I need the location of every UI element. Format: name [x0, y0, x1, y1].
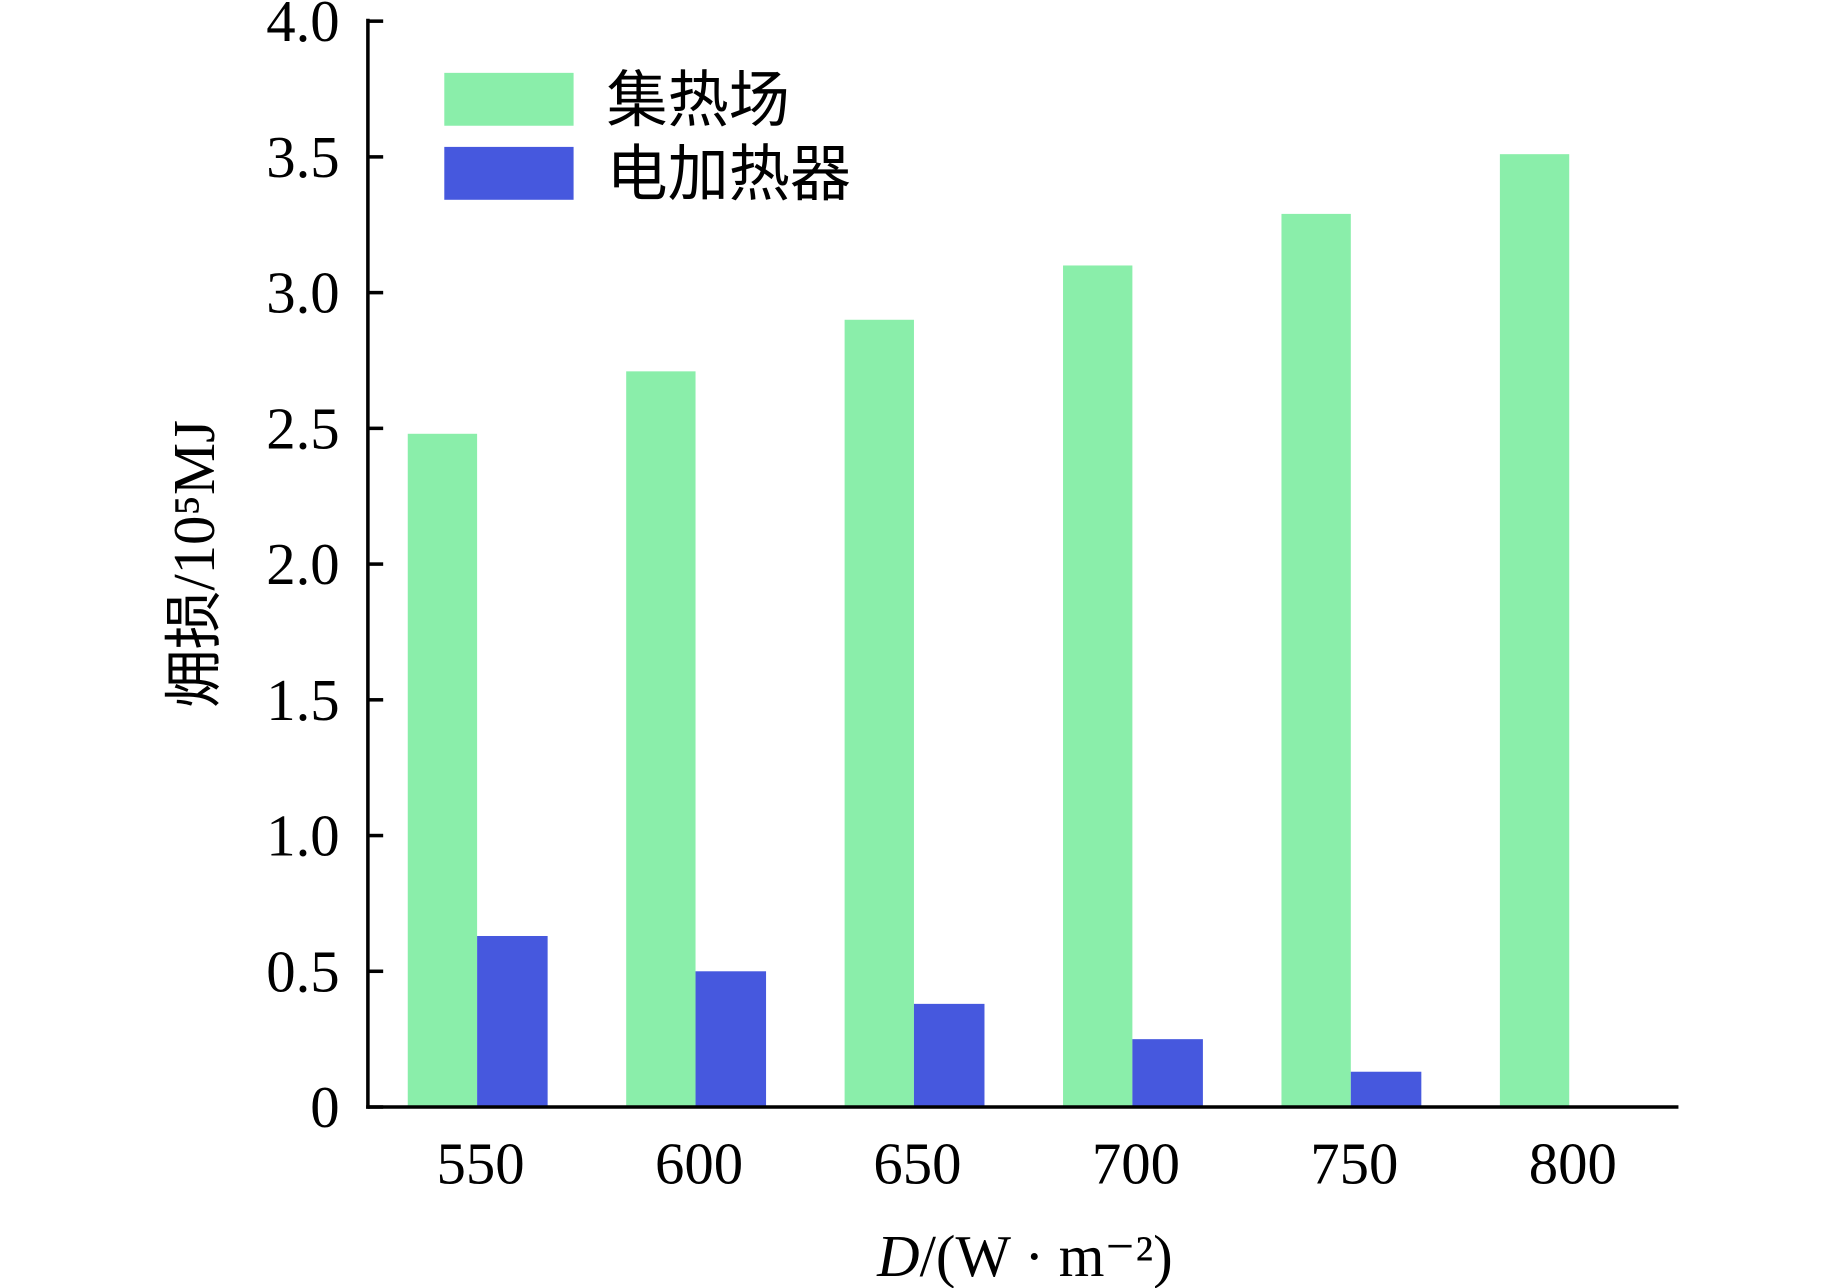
y-tick-label: 2.0 — [266, 532, 339, 597]
bar-electric-heater-700 — [1132, 1039, 1203, 1108]
bar-electric-heater-550 — [477, 935, 548, 1108]
y-axis-title: 㶲损/10⁵MJ — [162, 420, 227, 708]
bar-electric-heater-750 — [1350, 1071, 1422, 1108]
legend-label-electric-heater: 电加热器 — [606, 142, 850, 209]
bar-collector-field-600 — [626, 371, 696, 1108]
x-axis-tick-labels: 550 600 650 700 750 800 — [437, 1131, 1617, 1196]
x-tick-label: 700 — [1092, 1131, 1180, 1196]
legend-swatch-collector-field — [444, 72, 574, 126]
bar-electric-heater-650 — [913, 1003, 985, 1108]
bars-group — [407, 154, 1570, 1108]
y-tick-label: 1.0 — [266, 804, 339, 869]
bar-collector-field-550 — [407, 433, 478, 1108]
bar-electric-heater-600 — [695, 971, 767, 1108]
y-tick-label: 0 — [310, 1075, 339, 1140]
legend: 集热场 电加热器 — [444, 68, 851, 209]
bar-collector-field-700 — [1063, 265, 1133, 1108]
y-tick-label: 0.5 — [266, 939, 339, 1004]
x-tick-label: 550 — [437, 1131, 525, 1196]
y-tick-label: 3.0 — [266, 261, 339, 326]
x-tick-label: 600 — [655, 1131, 743, 1196]
x-axis-title: D/(W · m⁻²) — [876, 1224, 1173, 1288]
x-tick-label: 650 — [873, 1131, 961, 1196]
legend-label-collector-field: 集热场 — [606, 68, 789, 135]
bar-collector-field-750 — [1281, 213, 1351, 1108]
y-tick-label: 4.0 — [266, 0, 339, 54]
bar-collector-field-650 — [844, 319, 914, 1108]
x-tick-label: 800 — [1529, 1131, 1617, 1196]
bar-collector-field-800 — [1499, 154, 1570, 1108]
legend-swatch-electric-heater — [444, 146, 574, 200]
y-tick-label: 3.5 — [266, 125, 339, 190]
y-tick-label: 2.5 — [266, 396, 339, 461]
y-axis-ticks: 0 0.5 1.0 1.5 2.0 2.5 3.0 3.5 4.0 — [266, 0, 384, 1140]
y-tick-label: 1.5 — [266, 668, 339, 733]
x-tick-label: 750 — [1310, 1131, 1398, 1196]
